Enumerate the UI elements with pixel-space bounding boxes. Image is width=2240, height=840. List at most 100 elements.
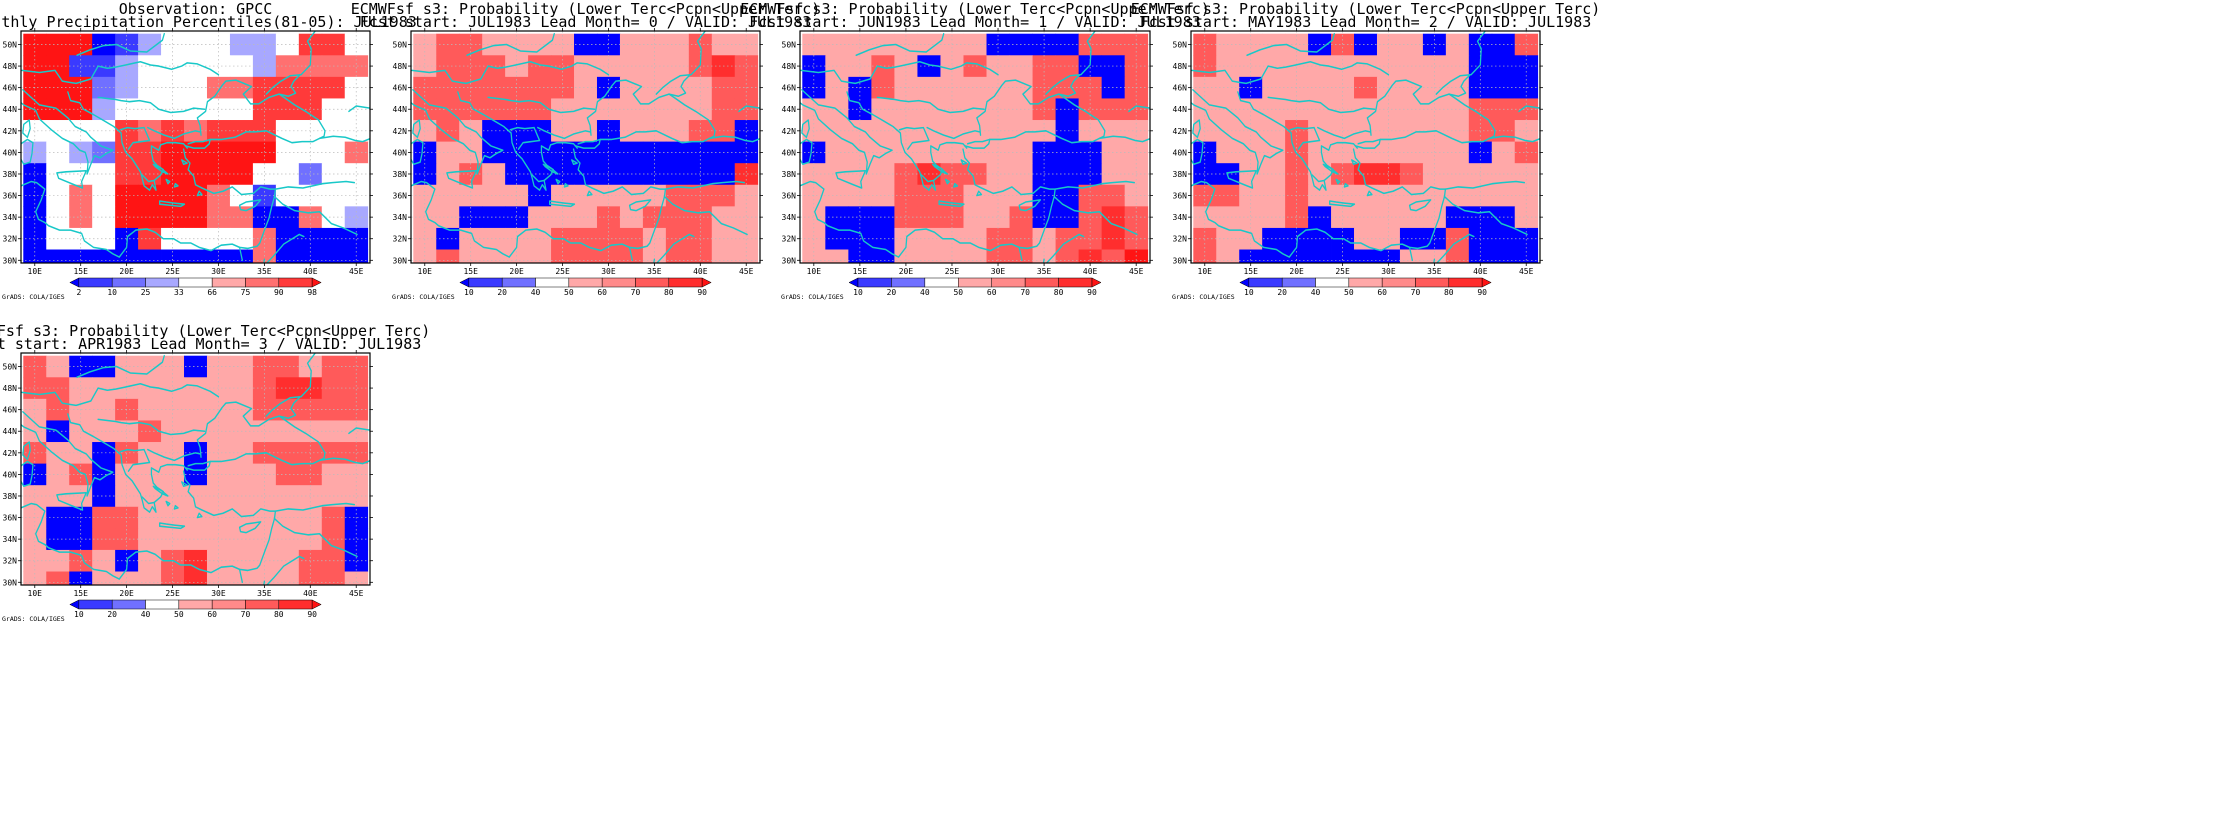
colorbar-label: 20 <box>497 288 507 297</box>
grid-cell <box>344 227 369 250</box>
grid-cell <box>1239 55 1263 78</box>
grid-cell <box>23 163 47 186</box>
colorbar-segment <box>635 277 670 288</box>
grid-cell <box>184 206 208 229</box>
grid-cell <box>1331 206 1355 229</box>
grid-cell <box>92 98 116 121</box>
grid-cells <box>413 33 759 263</box>
grid-cell <box>642 206 667 229</box>
grid-cell <box>482 249 506 263</box>
colorbar-label: 33 <box>174 288 184 297</box>
grid-cell <box>986 33 1010 56</box>
grid-cell <box>665 184 690 207</box>
grid-cell <box>252 141 277 164</box>
x-tick-label: 40E <box>303 589 318 598</box>
colorbar-segment <box>1348 277 1383 288</box>
grid-cell <box>963 55 987 78</box>
grid-cell <box>344 355 369 378</box>
grid-cell <box>344 420 369 443</box>
grid-cell <box>92 377 116 400</box>
plot-area <box>21 353 370 585</box>
colorbar-label: 40 <box>141 610 151 619</box>
plot-frame <box>20 352 371 586</box>
grid-cell <box>184 33 208 56</box>
colorbar-segment <box>245 599 280 610</box>
colorbar-arrow-left <box>1239 277 1250 288</box>
grid-cell <box>275 528 300 551</box>
x-tick-label: 35E <box>257 267 272 276</box>
grid-cell <box>482 33 506 56</box>
x-tick-label: 30E <box>211 267 226 276</box>
grid-cell <box>115 485 139 508</box>
grid-cell <box>551 163 575 186</box>
grid-cell <box>1514 163 1539 186</box>
grid-cell <box>252 463 277 486</box>
y-tick-label: 44N <box>3 105 18 114</box>
grid-cell <box>184 377 208 400</box>
colorbar-segment <box>1381 277 1416 288</box>
grid-cell <box>1445 206 1470 229</box>
grid-cell <box>23 227 47 250</box>
grid-cell <box>505 98 529 121</box>
gridlines <box>800 31 1150 263</box>
gridlines <box>411 31 760 263</box>
x-tick-label: 10E <box>418 267 433 276</box>
grid-cell <box>1354 206 1378 229</box>
grid-cell <box>184 249 208 263</box>
grid-cell <box>92 55 116 78</box>
y-tick-label: 46N <box>3 84 18 93</box>
grid-cell <box>1193 33 1217 56</box>
grid-cell <box>574 184 598 207</box>
y-tick-label: 50N <box>1173 40 1188 49</box>
colorbar-label: 50 <box>564 288 574 297</box>
y-tick-label: 48N <box>782 62 797 71</box>
grid-cell <box>482 227 506 250</box>
y-tick-label: 40N <box>782 148 797 157</box>
axis-ticks: 10E 15E 20E 25E 30E 35E 40E 45E 30N 32N 34N 36N 38N 4… <box>782 28 1153 276</box>
grid-cell <box>1193 163 1217 186</box>
grid-cell <box>505 206 529 229</box>
grid-cell <box>23 463 47 486</box>
grid-cell <box>1239 98 1263 121</box>
colorbar-label: 80 <box>1054 288 1064 297</box>
panel-title: Observation: GPCC <box>119 0 273 18</box>
grid-cell <box>1514 206 1539 229</box>
y-tick-label: 40N <box>3 470 18 479</box>
colorbar-segment <box>1248 277 1283 288</box>
grid-cell <box>115 33 139 56</box>
colorbar-segment <box>924 277 959 288</box>
grid-cell <box>871 141 895 164</box>
grid-cell <box>1376 33 1401 56</box>
grid-cell <box>298 98 323 121</box>
y-tick-label: 42N <box>782 127 797 136</box>
grid-cell <box>252 98 277 121</box>
colorbar-label: 90 <box>307 610 317 619</box>
grid-cell <box>734 98 759 121</box>
grid-cell <box>459 98 483 121</box>
grid-cell <box>69 55 93 78</box>
grid-cell <box>1285 98 1309 121</box>
grid-cell <box>275 163 300 186</box>
grads-credit: GrADS: COLA/IGES <box>392 293 455 301</box>
x-tick-label: 30E <box>211 589 226 598</box>
grid-cell <box>871 163 895 186</box>
grid-cell <box>482 120 506 143</box>
grid-cell <box>1078 98 1103 121</box>
grid-cell <box>1331 141 1355 164</box>
grid-cell <box>1262 55 1286 78</box>
colorbar-label: 50 <box>174 610 184 619</box>
grid-cell <box>596 141 621 164</box>
grid-cell <box>161 55 185 78</box>
x-tick-label: 20E <box>1289 267 1304 276</box>
grid-cell <box>23 55 47 78</box>
x-tick-label: 45E <box>349 267 364 276</box>
grid-cell <box>115 98 139 121</box>
grid-cell <box>115 206 139 229</box>
grid-cell <box>298 485 323 508</box>
grid-cell <box>115 355 139 378</box>
grid-cell <box>252 485 277 508</box>
y-tick-label: 30N <box>393 256 408 265</box>
colorbar-segment <box>601 277 636 288</box>
grid-cell <box>642 98 667 121</box>
grid-cell <box>551 98 575 121</box>
